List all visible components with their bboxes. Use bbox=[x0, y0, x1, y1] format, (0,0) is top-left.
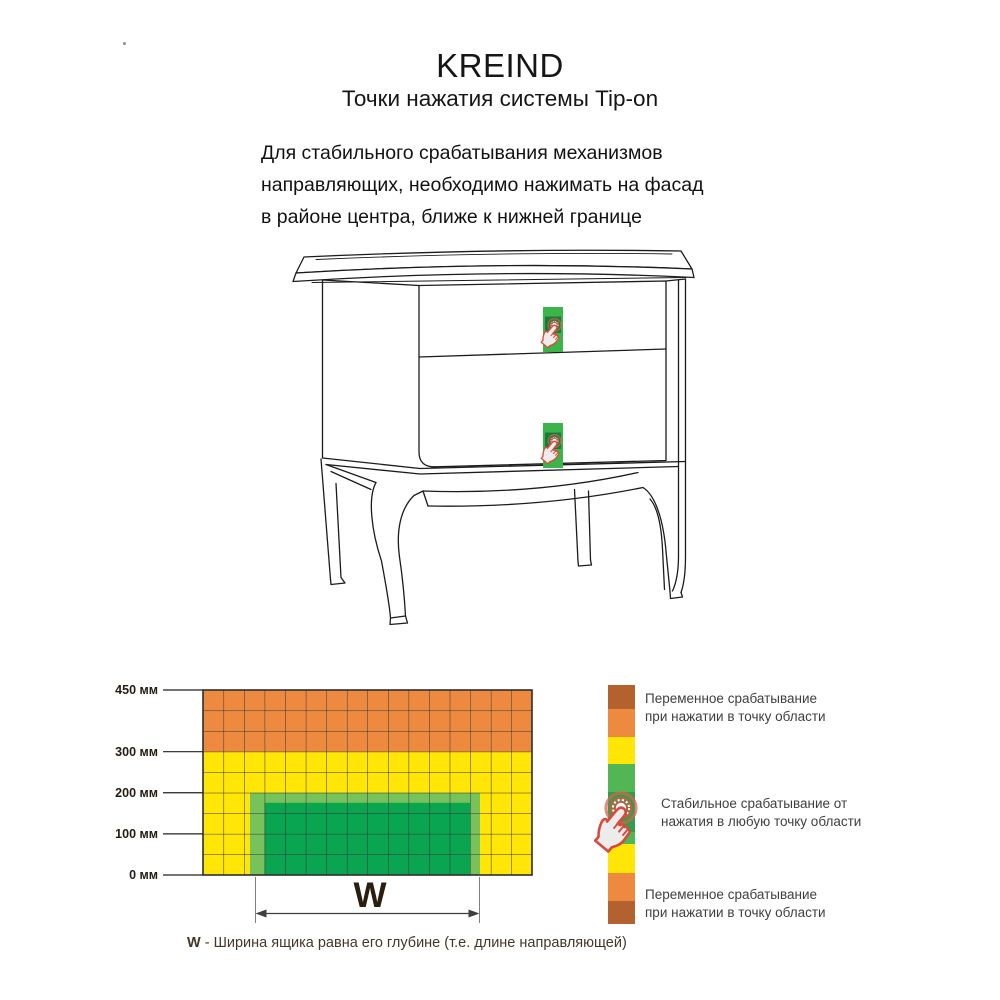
width-caption-symbol: W bbox=[187, 935, 201, 951]
rear-left-leg bbox=[320, 458, 332, 581]
front-apron bbox=[422, 471, 639, 493]
press-point-marker-bottom-drawer bbox=[537, 423, 565, 468]
legend-seg-brown bbox=[608, 685, 635, 709]
legend-seg-green bbox=[608, 764, 635, 792]
tick-label-450: 450 мм bbox=[115, 683, 158, 697]
legend-seg-orange bbox=[608, 709, 635, 737]
drawer-separation-line bbox=[418, 348, 667, 358]
legend-seg-brown2 bbox=[608, 901, 635, 924]
artifact-dot bbox=[123, 42, 126, 45]
legend-color-bar bbox=[588, 685, 641, 924]
legend-seg-yellow bbox=[608, 737, 635, 764]
legend-seg-yellow2 bbox=[608, 844, 635, 873]
tick-label-200: 200 мм bbox=[115, 786, 158, 800]
legend-seg-orange2 bbox=[608, 873, 635, 901]
tick-label-300: 300 мм bbox=[115, 745, 158, 759]
tabletop-molding bbox=[292, 264, 695, 283]
width-caption-text: - Ширина ящика равна его глубине (т.е. д… bbox=[200, 935, 627, 951]
tick-label-100: 100 мм bbox=[115, 827, 158, 841]
width-dimension bbox=[255, 877, 480, 923]
nightstand-drawing bbox=[292, 249, 695, 626]
legend-label-variable-top: Переменное срабатывание при нажатии в то… bbox=[645, 691, 826, 724]
legend-label-variable-bottom: Переменное срабатывание при нажатии в то… bbox=[645, 887, 826, 920]
zone-grid bbox=[163, 689, 533, 876]
page-subtitle: Точки нажатия системы Tip-on bbox=[341, 86, 659, 111]
instruction-text: Для стабильного срабатывания механизмов … bbox=[261, 142, 704, 228]
front-right-leg bbox=[642, 486, 671, 593]
rear-right-leg bbox=[573, 488, 579, 563]
page-title: KREIND bbox=[436, 47, 564, 84]
front-left-leg bbox=[370, 481, 392, 619]
tick-label-0: 0 мм bbox=[129, 868, 158, 882]
legend-label-stable: Стабильное срабатывание от нажатия в люб… bbox=[661, 796, 862, 829]
width-symbol: W bbox=[353, 876, 387, 915]
press-point-marker-top-drawer bbox=[537, 307, 565, 352]
axis-tick-marks bbox=[163, 689, 203, 876]
grid-lines bbox=[202, 689, 533, 876]
drawer-fronts-outline bbox=[418, 280, 667, 468]
width-caption: W - Ширина ящика равна его глубине (т.е.… bbox=[187, 935, 627, 951]
